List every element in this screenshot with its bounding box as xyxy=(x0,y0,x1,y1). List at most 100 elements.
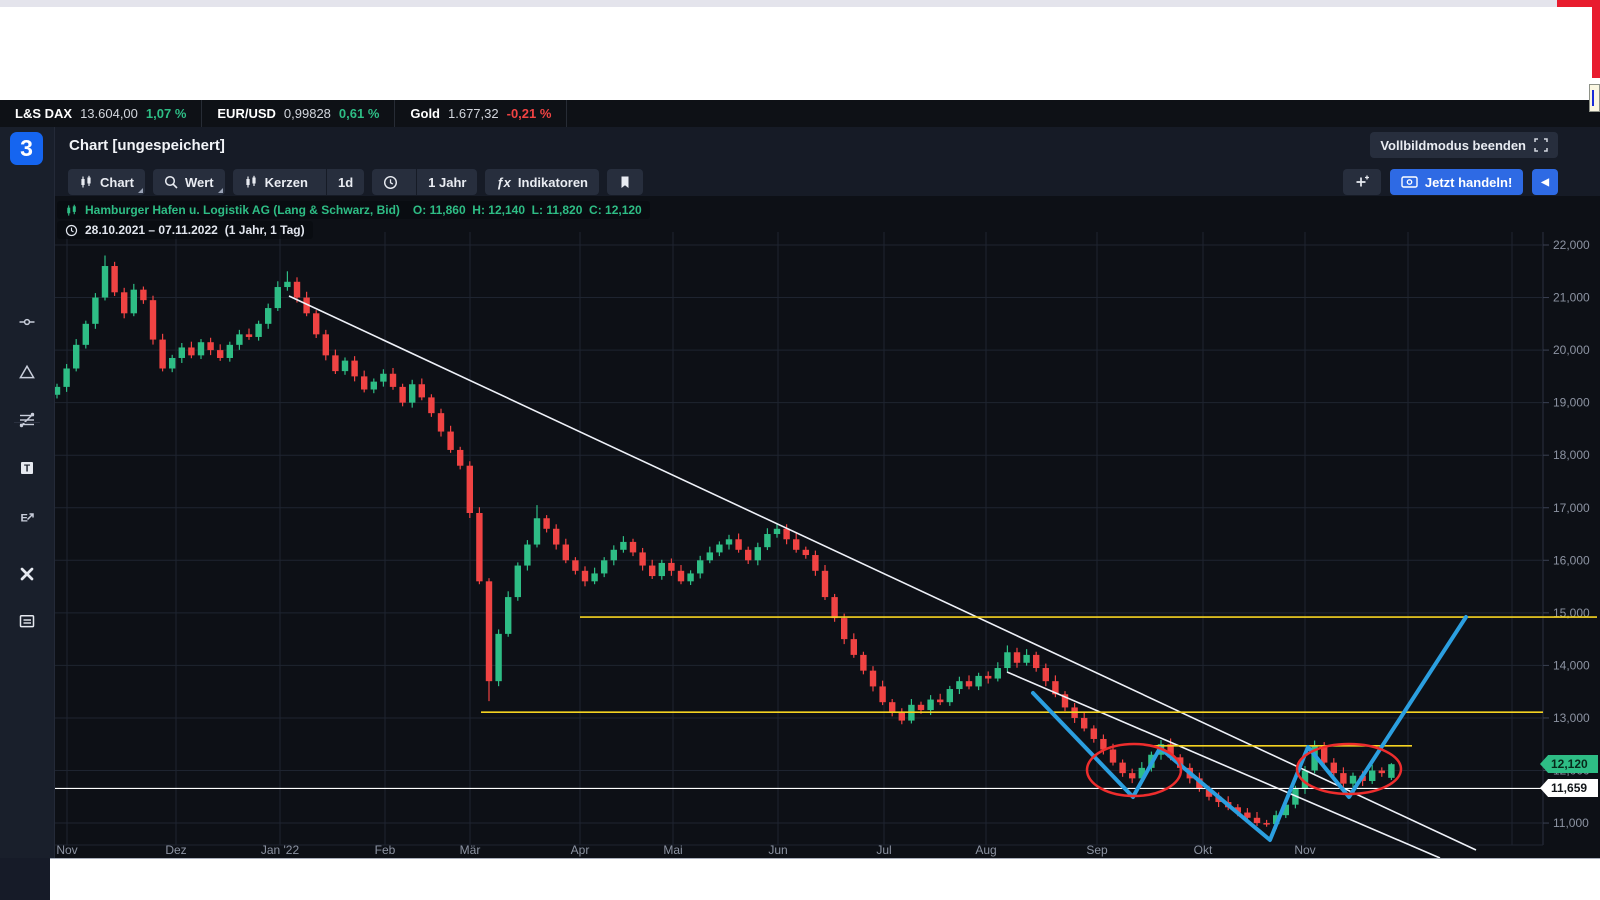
indicators-button[interactable]: ƒx Indikatoren xyxy=(485,169,599,195)
kerzen-button-label: Kerzen xyxy=(264,174,308,190)
y-axis-label: 22,000 xyxy=(1553,238,1590,252)
bookmark-icon xyxy=(621,176,629,188)
trend-line xyxy=(1006,671,1441,859)
kerzen-button[interactable]: Kerzen xyxy=(233,169,319,195)
x-axis-label: Okt xyxy=(1194,843,1213,857)
candles-icon xyxy=(246,175,256,188)
clock-icon xyxy=(384,175,398,189)
x-axis-label: Jun xyxy=(768,843,787,857)
fullscreen-exit-icon xyxy=(1534,138,1548,152)
adjust-button[interactable] xyxy=(1342,169,1381,195)
y-axis-label: 19,000 xyxy=(1553,396,1590,410)
ticker-change: 1,07 % xyxy=(145,106,187,121)
sidebar-divider xyxy=(14,422,40,423)
fx-icon: ƒx xyxy=(496,174,511,190)
red-banner-top xyxy=(1557,0,1600,7)
collapse-panel-button[interactable]: ◀ xyxy=(1532,169,1558,195)
y-axis-label: 21,000 xyxy=(1553,291,1590,305)
app-logo[interactable]: 3 xyxy=(10,132,43,165)
red-banner-side xyxy=(1592,7,1600,78)
bottom-page-area xyxy=(50,858,1600,900)
plus-adjust-icon xyxy=(1356,175,1369,187)
tools-icon[interactable] xyxy=(18,565,36,583)
exit-fullscreen-label: Vollbildmodus beenden xyxy=(1380,137,1526,153)
ticker-bar: L&S DAX 13.604,00 1,07 % EUR/USD 0,99828… xyxy=(0,100,1600,127)
clock-icon xyxy=(65,224,78,236)
tool-sidebar: 3 T E xyxy=(0,127,55,858)
instrument-name: Hamburger Hafen u. Logistik AG (Lang & S… xyxy=(85,203,400,217)
trendline-tool-icon[interactable] xyxy=(18,313,36,331)
trend-line xyxy=(288,295,1477,851)
dropdown-corner xyxy=(217,188,223,193)
x-axis-label: Nov xyxy=(56,843,77,857)
ticker-change: -0,21 % xyxy=(506,106,552,121)
bookmark-button[interactable] xyxy=(607,169,643,195)
candle-style-group: Kerzen 1d xyxy=(232,169,365,195)
annotation-tool-icon[interactable]: E xyxy=(18,508,36,526)
y-axis-label: 11,000 xyxy=(1553,816,1589,830)
ellipse-drawing xyxy=(1295,742,1403,796)
ticker-item-gold[interactable]: Gold 1.677,32 -0,21 % xyxy=(395,100,568,127)
ohlc-values: O: 11,860 H: 12,140 L: 11,820 C: 12,120 xyxy=(412,203,642,217)
ellipse-drawing xyxy=(1085,742,1183,798)
trade-now-label: Jetzt handeln! xyxy=(1424,174,1513,190)
interval-button[interactable]: 1d xyxy=(325,169,364,195)
y-axis-label: 16,000 xyxy=(1553,553,1590,567)
x-axis-label: Jan '22 xyxy=(261,843,300,857)
y-axis-label: 18,000 xyxy=(1553,448,1590,462)
range-button[interactable]: 1 Jahr xyxy=(416,169,477,195)
y-axis-label: 14,000 xyxy=(1553,658,1590,672)
exit-fullscreen-button[interactable]: Vollbildmodus beenden xyxy=(1370,132,1558,158)
text-tool-icon[interactable]: T xyxy=(18,459,36,477)
chart-button-label: Chart xyxy=(100,174,134,190)
svg-text:T: T xyxy=(24,464,30,475)
ticker-value: 13.604,00 xyxy=(80,106,138,121)
trade-now-button[interactable]: Jetzt handeln! xyxy=(1389,169,1524,195)
instrument-search-button[interactable]: Wert xyxy=(152,169,225,195)
ticker-item-dax[interactable]: L&S DAX 13.604,00 1,07 % xyxy=(0,100,203,127)
toolbar-left-group: Chart Wert Ke xyxy=(68,169,643,195)
last-price-badge: 12,120 xyxy=(1540,755,1598,773)
page-edge-fragment xyxy=(1589,84,1600,112)
chart-type-button[interactable]: Chart xyxy=(68,169,145,195)
bottom-corner xyxy=(0,858,50,900)
ticker-label: L&S DAX xyxy=(15,106,73,121)
page-title: Chart [ungespeichert] xyxy=(69,137,225,154)
svg-text:E: E xyxy=(21,513,28,525)
search-icon xyxy=(164,175,178,189)
candles-icon xyxy=(81,175,91,188)
date-range: 28.10.2021 – 07.11.2022 xyxy=(85,223,218,237)
chart-header: Chart [ungespeichert] Vollbildmodus been… xyxy=(55,127,1600,168)
x-axis-label: Jul xyxy=(876,843,891,857)
browser-chrome-area xyxy=(0,0,1600,100)
x-axis-label: Sep xyxy=(1086,843,1108,857)
candles-icon xyxy=(67,204,76,216)
banknote-icon xyxy=(1401,176,1418,188)
instrument-legend[interactable]: Hamburger Hafen u. Logistik AG (Lang & S… xyxy=(57,201,650,219)
x-axis-label: Feb xyxy=(375,843,396,857)
range-group: 1 Jahr xyxy=(372,169,478,195)
shapes-tool-icon[interactable] xyxy=(18,363,36,381)
layout-icon[interactable] xyxy=(18,612,36,630)
clock-button[interactable] xyxy=(372,169,409,195)
indicators-label: Indikatoren xyxy=(517,174,588,190)
x-axis-label: Mai xyxy=(663,843,682,857)
ticker-item-eurusd[interactable]: EUR/USD 0,99828 0,61 % xyxy=(202,100,396,127)
dropdown-corner xyxy=(137,188,143,193)
y-axis-label: 20,000 xyxy=(1553,343,1590,357)
text-caret xyxy=(1592,90,1594,106)
date-range-legend[interactable]: 28.10.2021 – 07.11.2022 (1 Jahr, 1 Tag) xyxy=(57,221,313,239)
ticker-label: EUR/USD xyxy=(217,106,276,121)
y-axis-label: 17,000 xyxy=(1553,501,1590,515)
zigzag-drawing xyxy=(1031,615,1468,842)
x-axis-label: Apr xyxy=(571,843,590,857)
wert-button-label: Wert xyxy=(184,174,214,190)
y-axis-label: 13,000 xyxy=(1553,711,1590,725)
pattern-tool-icon[interactable] xyxy=(18,411,36,429)
ticker-value: 1.677,32 xyxy=(448,106,499,121)
ticker-value: 0,99828 xyxy=(283,106,331,121)
interval-label: 1d xyxy=(337,174,354,190)
range-label: 1 Jahr xyxy=(428,174,467,190)
